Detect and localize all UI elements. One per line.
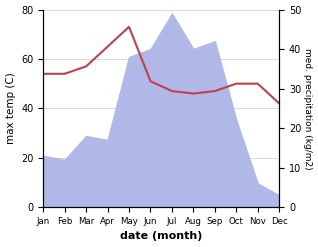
X-axis label: date (month): date (month) [120, 231, 203, 242]
Y-axis label: med. precipitation (kg/m2): med. precipitation (kg/m2) [303, 48, 313, 169]
Y-axis label: max temp (C): max temp (C) [5, 72, 16, 144]
